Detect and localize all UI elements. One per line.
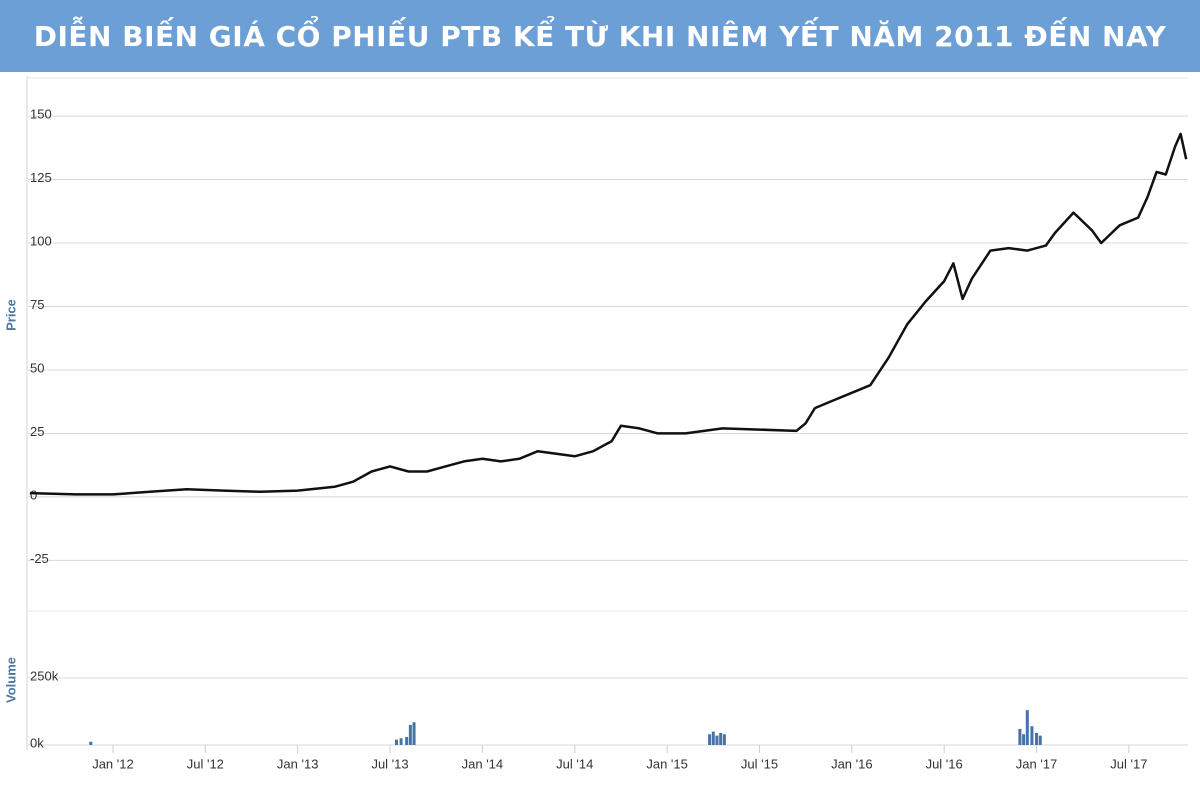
volume-bar xyxy=(399,738,403,745)
y-axis-title: Price xyxy=(3,299,18,331)
volume-bar xyxy=(715,735,719,745)
volume-bar xyxy=(1035,732,1039,745)
volume-bar xyxy=(408,724,412,745)
x-tick-label: Jan '17 xyxy=(1016,756,1058,771)
y-tick-label: 150 xyxy=(30,107,52,122)
y-tick-label: 100 xyxy=(30,233,52,248)
chart-title: DIỄN BIẾN GIÁ CỔ PHIẾU PTB KỂ TỪ KHI NIÊ… xyxy=(0,0,1200,72)
x-tick-label: Jul '16 xyxy=(926,756,963,771)
volume-bar xyxy=(1025,710,1029,745)
y-tick-label: 25 xyxy=(30,424,44,439)
x-tick-label: Jan '14 xyxy=(462,756,504,771)
volume-bar xyxy=(711,731,715,745)
y-tick-label: 50 xyxy=(30,360,44,375)
y-tick-label: 250k xyxy=(30,668,59,683)
volume-bar xyxy=(1022,734,1026,745)
volume-bar xyxy=(1030,726,1034,745)
x-tick-label: Jul '12 xyxy=(187,756,224,771)
x-tick-label: Jan '13 xyxy=(277,756,319,771)
y-tick-label: 75 xyxy=(30,297,44,312)
volume-bar xyxy=(405,736,409,745)
x-tick-label: Jul '14 xyxy=(556,756,593,771)
y-tick-label: 0 xyxy=(30,487,37,502)
volume-bar xyxy=(719,732,723,745)
volume-bar xyxy=(1038,735,1042,745)
volume-bar xyxy=(708,734,712,745)
x-tick-label: Jul '15 xyxy=(741,756,778,771)
x-tick-label: Jan '12 xyxy=(92,756,134,771)
x-tick-label: Jul '17 xyxy=(1110,756,1147,771)
x-tick-label: Jul '13 xyxy=(371,756,408,771)
x-tick-label: Jan '15 xyxy=(646,756,688,771)
volume-bar xyxy=(89,741,93,745)
volume-bar xyxy=(412,722,416,745)
y-tick-label: 0k xyxy=(30,735,44,750)
volume-bar xyxy=(395,739,399,745)
y-tick-label: 125 xyxy=(30,170,52,185)
volume-bar xyxy=(722,734,726,745)
volume-bar xyxy=(1018,728,1022,745)
x-tick-label: Jan '16 xyxy=(831,756,873,771)
price-line xyxy=(29,132,1188,496)
y-tick-label: -25 xyxy=(30,551,49,566)
y-axis-title: Volume xyxy=(3,657,18,703)
